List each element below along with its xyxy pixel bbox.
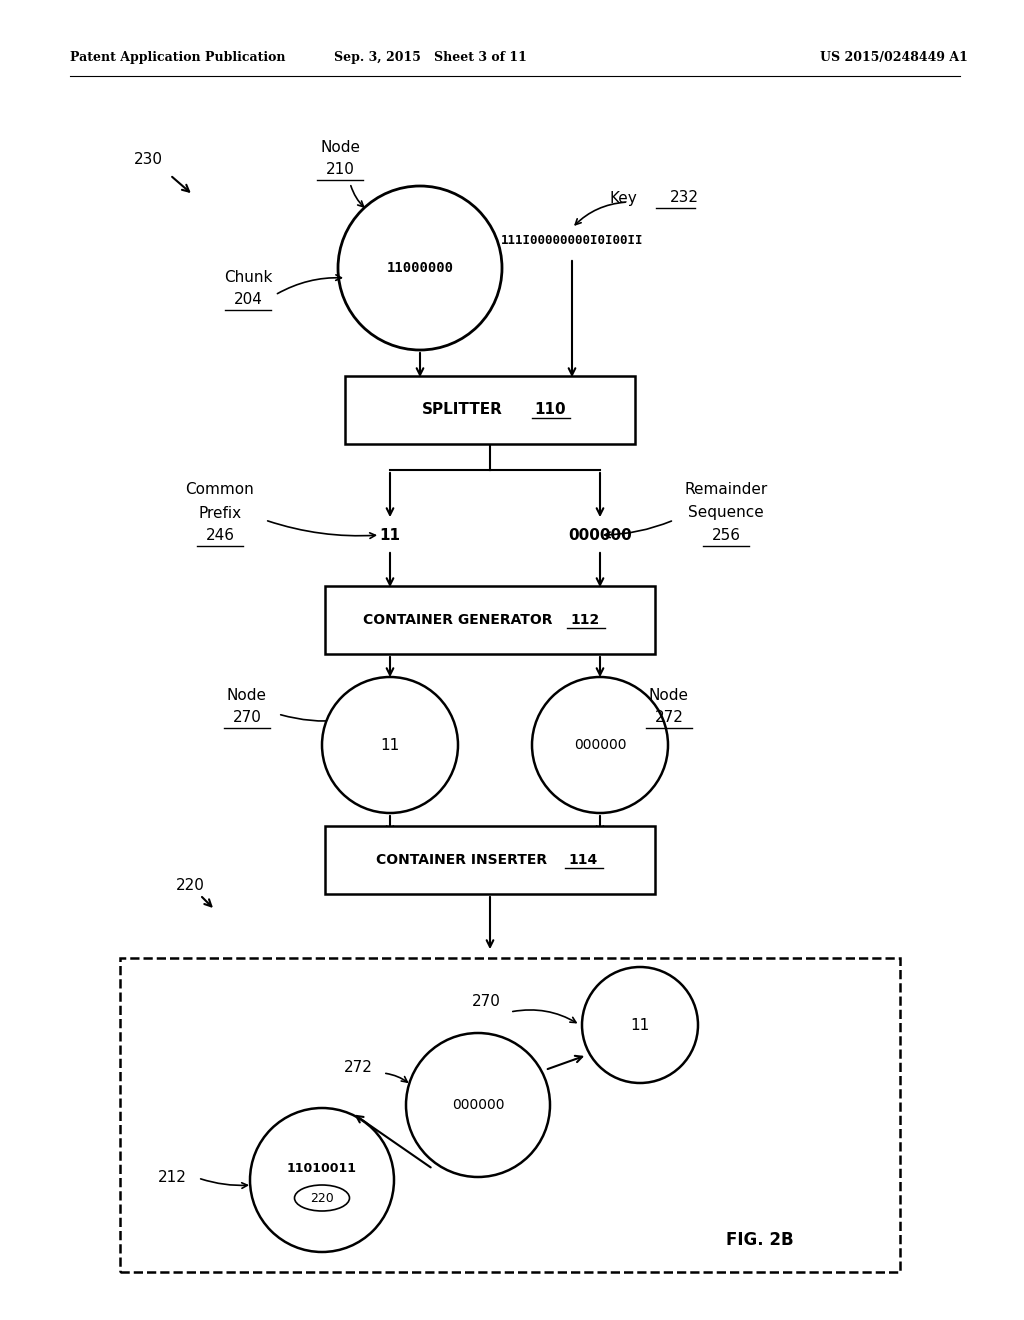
Text: Node: Node [319,140,360,156]
Ellipse shape [338,186,502,350]
Text: 220: 220 [310,1192,334,1204]
Text: SPLITTER: SPLITTER [422,403,503,417]
Text: 11010011: 11010011 [287,1162,357,1175]
Text: 272: 272 [344,1060,373,1076]
Text: 270: 270 [232,710,261,726]
Text: Sequence: Sequence [688,506,764,520]
Text: Common: Common [185,483,254,498]
Text: 000000: 000000 [568,528,632,544]
Text: 230: 230 [133,153,163,168]
Text: 11000000: 11000000 [386,261,454,275]
Text: 232: 232 [670,190,699,206]
Ellipse shape [582,968,698,1082]
Text: FIG. 2B: FIG. 2B [726,1232,794,1249]
Text: Key: Key [609,190,637,206]
Bar [120,958,900,1272]
Text: CONTAINER INSERTER: CONTAINER INSERTER [377,853,548,867]
Text: Chunk: Chunk [224,271,272,285]
Bar [345,376,635,444]
Text: 270: 270 [472,994,501,1010]
Text: 256: 256 [712,528,740,544]
Text: 212: 212 [158,1171,186,1185]
Ellipse shape [532,677,668,813]
Text: 000000: 000000 [452,1098,504,1111]
Text: CONTAINER GENERATOR: CONTAINER GENERATOR [364,612,553,627]
Ellipse shape [406,1034,550,1177]
Text: 111I00000000I0I00II: 111I00000000I0I00II [501,234,643,247]
Text: 110: 110 [535,403,566,417]
Ellipse shape [322,677,458,813]
Text: 204: 204 [233,293,262,308]
Text: 11: 11 [631,1018,649,1032]
Text: 220: 220 [175,878,205,892]
Text: Prefix: Prefix [199,506,242,520]
Text: Remainder: Remainder [684,483,768,498]
Text: Node: Node [227,688,267,702]
Text: 112: 112 [570,612,600,627]
Text: 246: 246 [206,528,234,544]
Text: 11: 11 [380,738,399,752]
Text: 210: 210 [326,162,354,177]
Text: Patent Application Publication: Patent Application Publication [70,51,286,65]
Text: 272: 272 [654,710,683,726]
Text: 000000: 000000 [573,738,627,752]
Bar [325,586,655,653]
Text: US 2015/0248449 A1: US 2015/0248449 A1 [820,51,968,65]
Bar [325,826,655,894]
Text: Sep. 3, 2015   Sheet 3 of 11: Sep. 3, 2015 Sheet 3 of 11 [334,51,526,65]
Text: 11: 11 [380,528,400,544]
Ellipse shape [250,1107,394,1251]
Text: Node: Node [649,688,689,702]
Text: 114: 114 [568,853,598,867]
